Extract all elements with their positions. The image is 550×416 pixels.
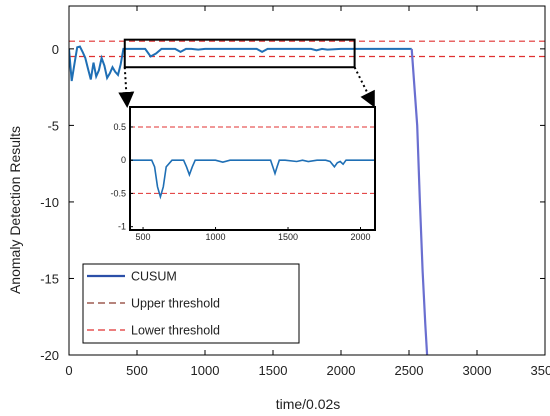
x-tick-label: 3000 — [463, 363, 492, 378]
y-axis-label: Anomaly Detection Results — [7, 126, 23, 294]
legend-label: Upper threshold — [131, 297, 220, 311]
legend-box — [82, 263, 300, 344]
inset-background — [130, 107, 375, 230]
inset-x-tick-label: 500 — [136, 232, 151, 242]
inset-y-tick-label: -0.5 — [110, 188, 126, 198]
cusum-series-group — [69, 45, 429, 355]
inset-y-tick-label: 0.5 — [113, 122, 126, 132]
inset-cusum-line — [130, 159, 375, 200]
x-tick-label: 2500 — [395, 363, 424, 378]
y-tick-label: -20 — [40, 348, 59, 363]
cusum-line — [69, 45, 412, 82]
inset-y-tick-label: 0 — [121, 155, 126, 165]
zoom-arrow-left — [118, 67, 135, 108]
inset-x-tick-label: 2000 — [350, 232, 370, 242]
x-tick-label: 0 — [65, 363, 72, 378]
zoom-box — [123, 38, 356, 69]
x-tick-label: 1000 — [191, 363, 220, 378]
legend-label: Lower threshold — [131, 324, 220, 338]
cusum-drop-line — [410, 48, 429, 355]
y-tick-label: -15 — [40, 271, 59, 286]
inset-frame — [129, 106, 376, 231]
inset-x-tick-label: 1000 — [206, 232, 226, 242]
y-tick-label: -5 — [47, 118, 59, 133]
x-axis-label: time/0.02s — [276, 396, 341, 412]
zoom-arrow-right — [353, 66, 375, 108]
inset-y-tick-label: -1 — [118, 222, 126, 232]
inset-x-tick-label: 1500 — [278, 232, 298, 242]
x-tick-label: 1500 — [259, 363, 288, 378]
x-tick-label: 2000 — [327, 363, 356, 378]
x-tick-label: 500 — [126, 363, 148, 378]
main-axes-frame — [68, 5, 546, 356]
y-tick-label: 0 — [52, 42, 59, 57]
y-tick-label: -10 — [40, 195, 59, 210]
legend-label: CUSUM — [131, 270, 177, 284]
